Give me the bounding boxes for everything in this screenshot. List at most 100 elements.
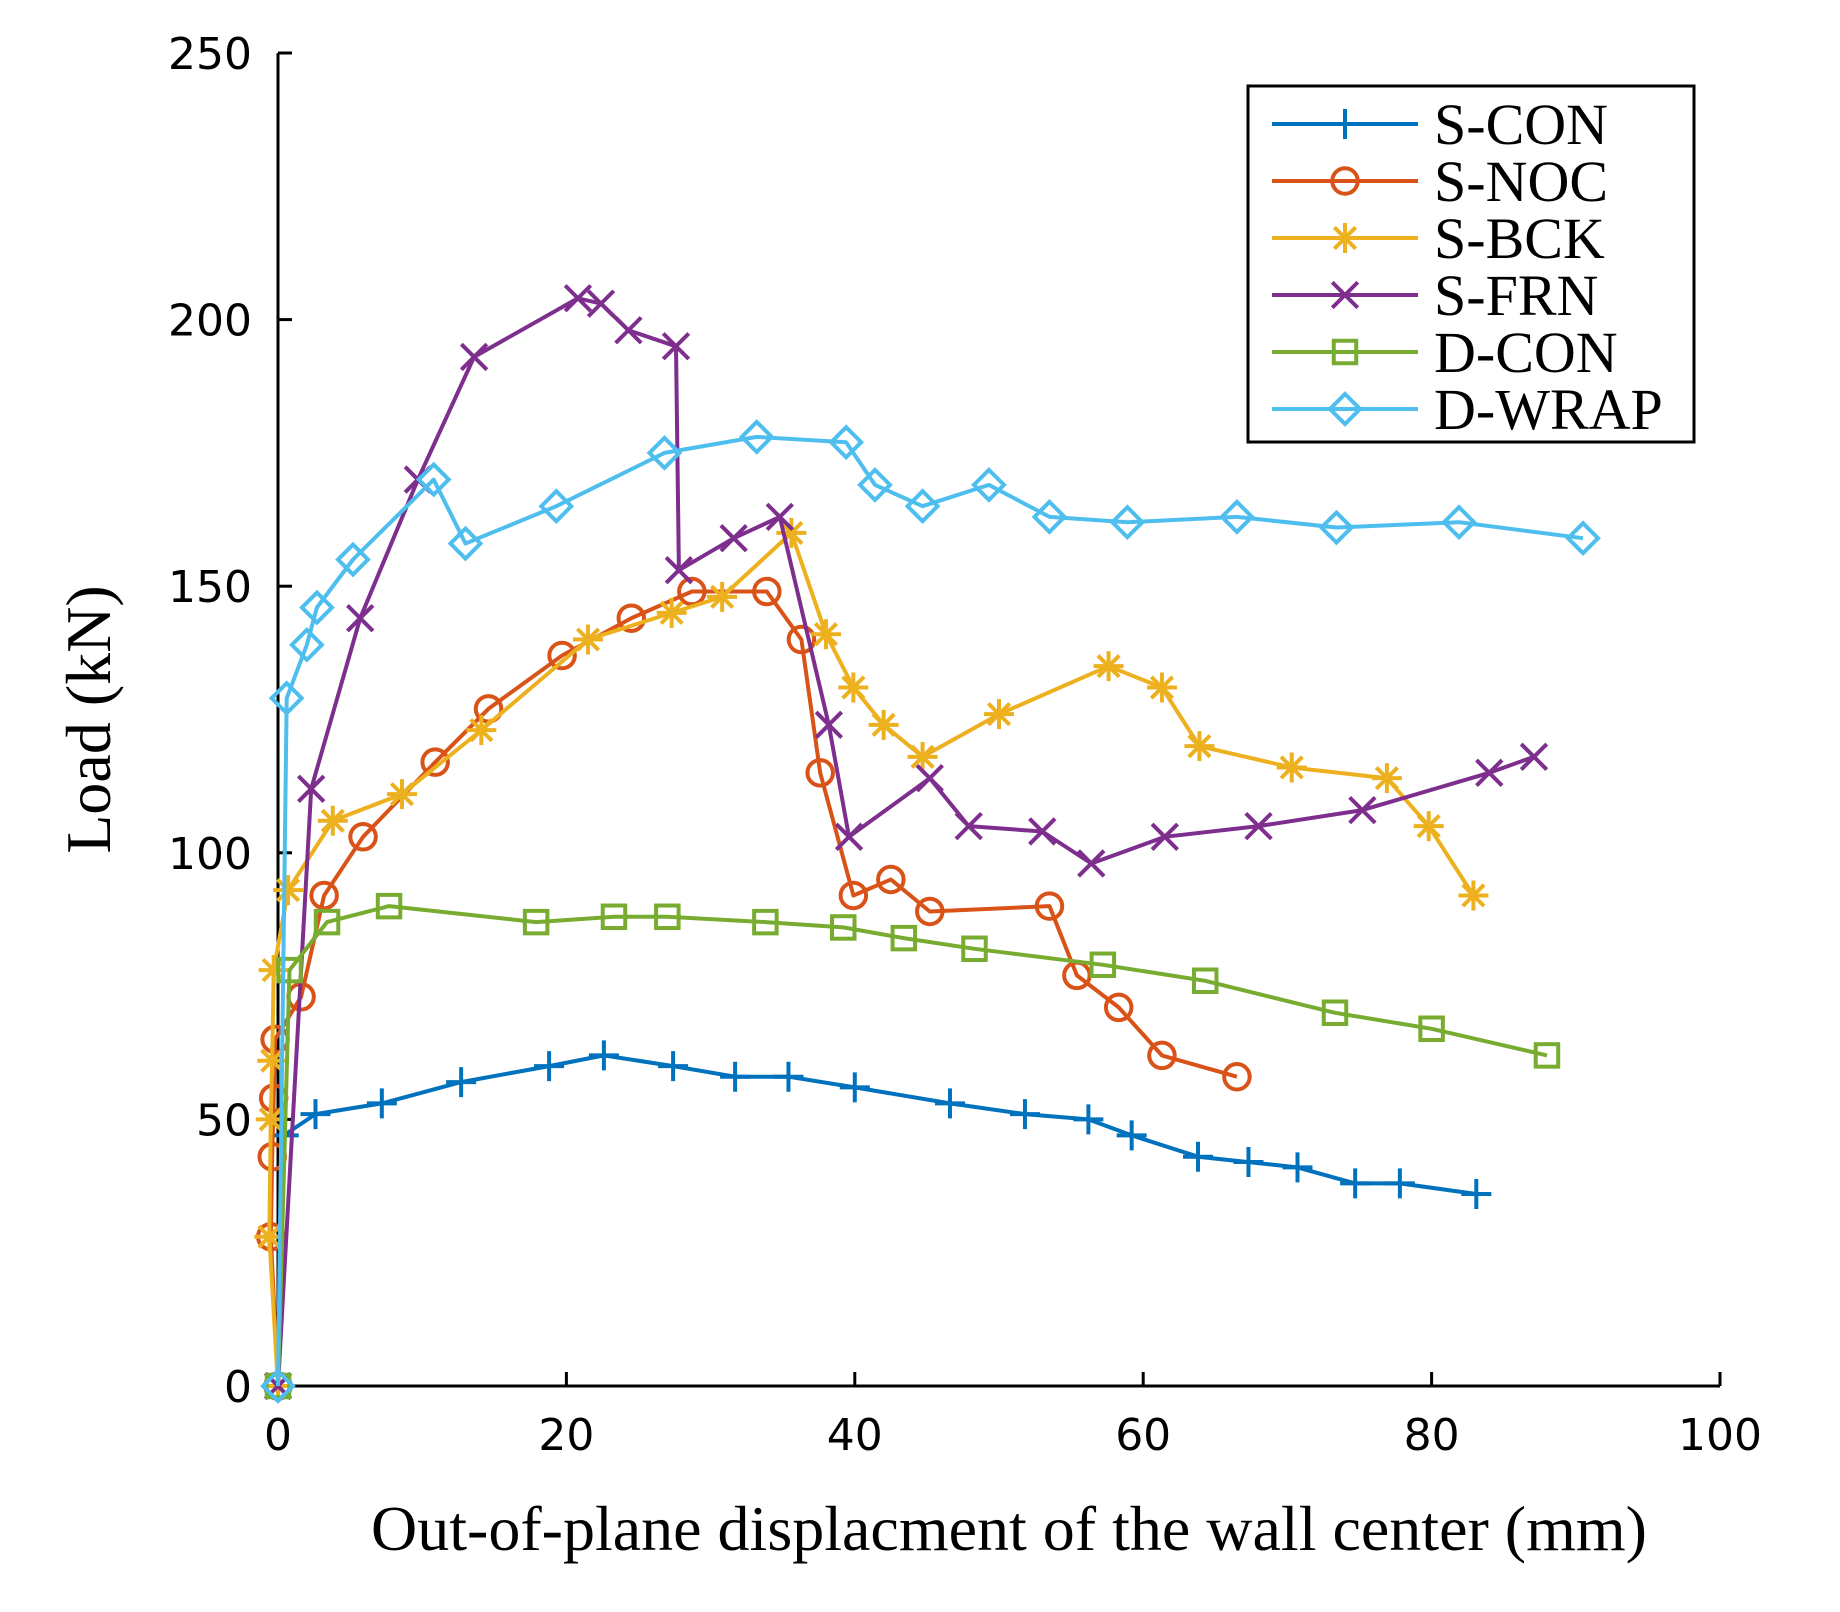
- series-line-s-frn: [276, 296, 1535, 1387]
- data-point-s-noc: [805, 758, 835, 788]
- data-point-s-bck: [656, 597, 687, 628]
- series-line-d-con: [276, 904, 1548, 1387]
- data-point-s-frn: [346, 604, 375, 633]
- series-layer: [254, 284, 1601, 1404]
- data-point-s-bck: [1093, 651, 1124, 682]
- data-point-s-bck: [273, 875, 304, 906]
- legend-marker-d-con: [1331, 338, 1359, 366]
- data-point-d-con: [1418, 1015, 1445, 1043]
- data-point-d-con: [1533, 1042, 1561, 1069]
- y-tick-label: 200: [168, 296, 252, 347]
- data-point-s-bck: [984, 699, 1014, 730]
- data-point-s-noc: [915, 896, 945, 927]
- data-point-s-bck: [257, 1045, 288, 1076]
- data-point-d-wrap: [335, 541, 371, 578]
- series-line-s-noc: [268, 589, 1238, 1387]
- data-point-d-con: [375, 892, 403, 920]
- data-point-s-con: [446, 1067, 477, 1098]
- data-point-s-frn: [915, 763, 944, 793]
- data-point-s-frn: [1150, 822, 1179, 851]
- legend-item: D-WRAP: [1272, 377, 1663, 442]
- x-tick-label: 40: [827, 1410, 883, 1461]
- data-point-s-con: [1282, 1152, 1313, 1183]
- data-point-s-con: [934, 1088, 965, 1119]
- data-point-d-wrap: [289, 627, 325, 663]
- data-point-s-noc: [420, 747, 450, 777]
- data-point-s-frn: [719, 524, 748, 553]
- data-point-s-con: [1461, 1179, 1492, 1210]
- data-point-s-bck: [573, 624, 604, 655]
- data-point-s-con: [300, 1099, 331, 1130]
- data-point-s-noc: [677, 576, 707, 607]
- data-point-s-frn: [834, 822, 864, 851]
- data-point-s-noc: [1034, 891, 1065, 921]
- series-s-bck: [254, 517, 1489, 1401]
- x-tick-label: 0: [264, 1410, 292, 1461]
- data-point-s-bck: [1184, 731, 1215, 762]
- legend-box: [1246, 84, 1696, 444]
- data-point-s-bck: [1371, 763, 1402, 794]
- data-point-d-wrap: [1109, 504, 1146, 541]
- data-point-d-wrap: [738, 419, 775, 455]
- data-point-s-frn: [1244, 811, 1273, 841]
- data-point-s-frn: [586, 289, 616, 318]
- x-tick-label: 80: [1404, 1410, 1460, 1461]
- x-tick-label: 100: [1678, 1410, 1762, 1461]
- data-point-s-bck: [317, 805, 348, 836]
- series-line-s-con: [276, 1053, 1477, 1387]
- legend-marker-d-wrap: [1327, 391, 1363, 427]
- data-point-s-bck: [907, 741, 938, 772]
- data-point-s-bck: [258, 955, 289, 986]
- legend-item: S-BCK: [1272, 206, 1605, 271]
- data-point-s-bck: [707, 581, 738, 612]
- data-point-s-bck: [254, 1221, 285, 1252]
- data-point-s-con: [1073, 1104, 1104, 1135]
- legend-label: S-FRN: [1434, 263, 1598, 328]
- data-point-d-wrap: [447, 525, 484, 562]
- series-line-s-bck: [267, 530, 1476, 1387]
- data-point-d-wrap: [971, 467, 1007, 503]
- data-point-s-frn: [1519, 742, 1549, 771]
- legend-item: S-CON: [1272, 92, 1608, 157]
- data-point-s-con: [1340, 1168, 1371, 1199]
- data-point-s-noc: [786, 624, 817, 655]
- data-point-s-con: [588, 1040, 619, 1071]
- data-point-s-bck: [466, 715, 497, 746]
- legend-item: S-NOC: [1272, 149, 1608, 214]
- data-point-s-con: [839, 1072, 870, 1103]
- data-point-s-frn: [664, 556, 694, 585]
- data-point-s-noc: [1222, 1061, 1252, 1092]
- data-point-s-bck: [838, 672, 869, 703]
- data-point-d-wrap: [904, 488, 941, 525]
- data-point-s-frn: [1475, 758, 1504, 787]
- data-point-s-noc: [1147, 1040, 1177, 1071]
- data-point-d-wrap: [260, 1368, 296, 1404]
- data-point-d-con: [752, 908, 779, 936]
- legend-marker-s-con: [1330, 109, 1360, 139]
- data-point-s-noc: [838, 880, 869, 911]
- data-point-d-wrap: [1441, 504, 1477, 541]
- data-point-d-con: [890, 924, 918, 952]
- data-point-s-frn: [661, 332, 691, 361]
- data-point-d-wrap: [857, 467, 893, 503]
- data-point-d-wrap: [415, 461, 452, 498]
- legend-label: D-CON: [1434, 320, 1618, 385]
- data-point-s-bck: [1276, 752, 1307, 783]
- data-point-s-frn: [459, 342, 489, 372]
- data-point-s-con: [1116, 1120, 1147, 1151]
- data-point-s-con: [1233, 1147, 1264, 1178]
- data-point-d-wrap: [538, 488, 575, 525]
- data-point-s-frn: [614, 316, 643, 345]
- data-point-d-con: [654, 903, 681, 931]
- data-point-s-bck: [255, 1104, 286, 1135]
- x-tick-label: 20: [538, 1410, 594, 1461]
- data-point-d-con: [522, 908, 550, 936]
- data-point-s-bck: [1146, 672, 1177, 703]
- y-tick-label: 100: [168, 829, 252, 880]
- axes: 0 20 40 60 80 100 0 50 100 150 200 250: [168, 29, 1762, 1461]
- data-point-d-con: [313, 908, 341, 936]
- y-tick-label: 50: [196, 1095, 252, 1146]
